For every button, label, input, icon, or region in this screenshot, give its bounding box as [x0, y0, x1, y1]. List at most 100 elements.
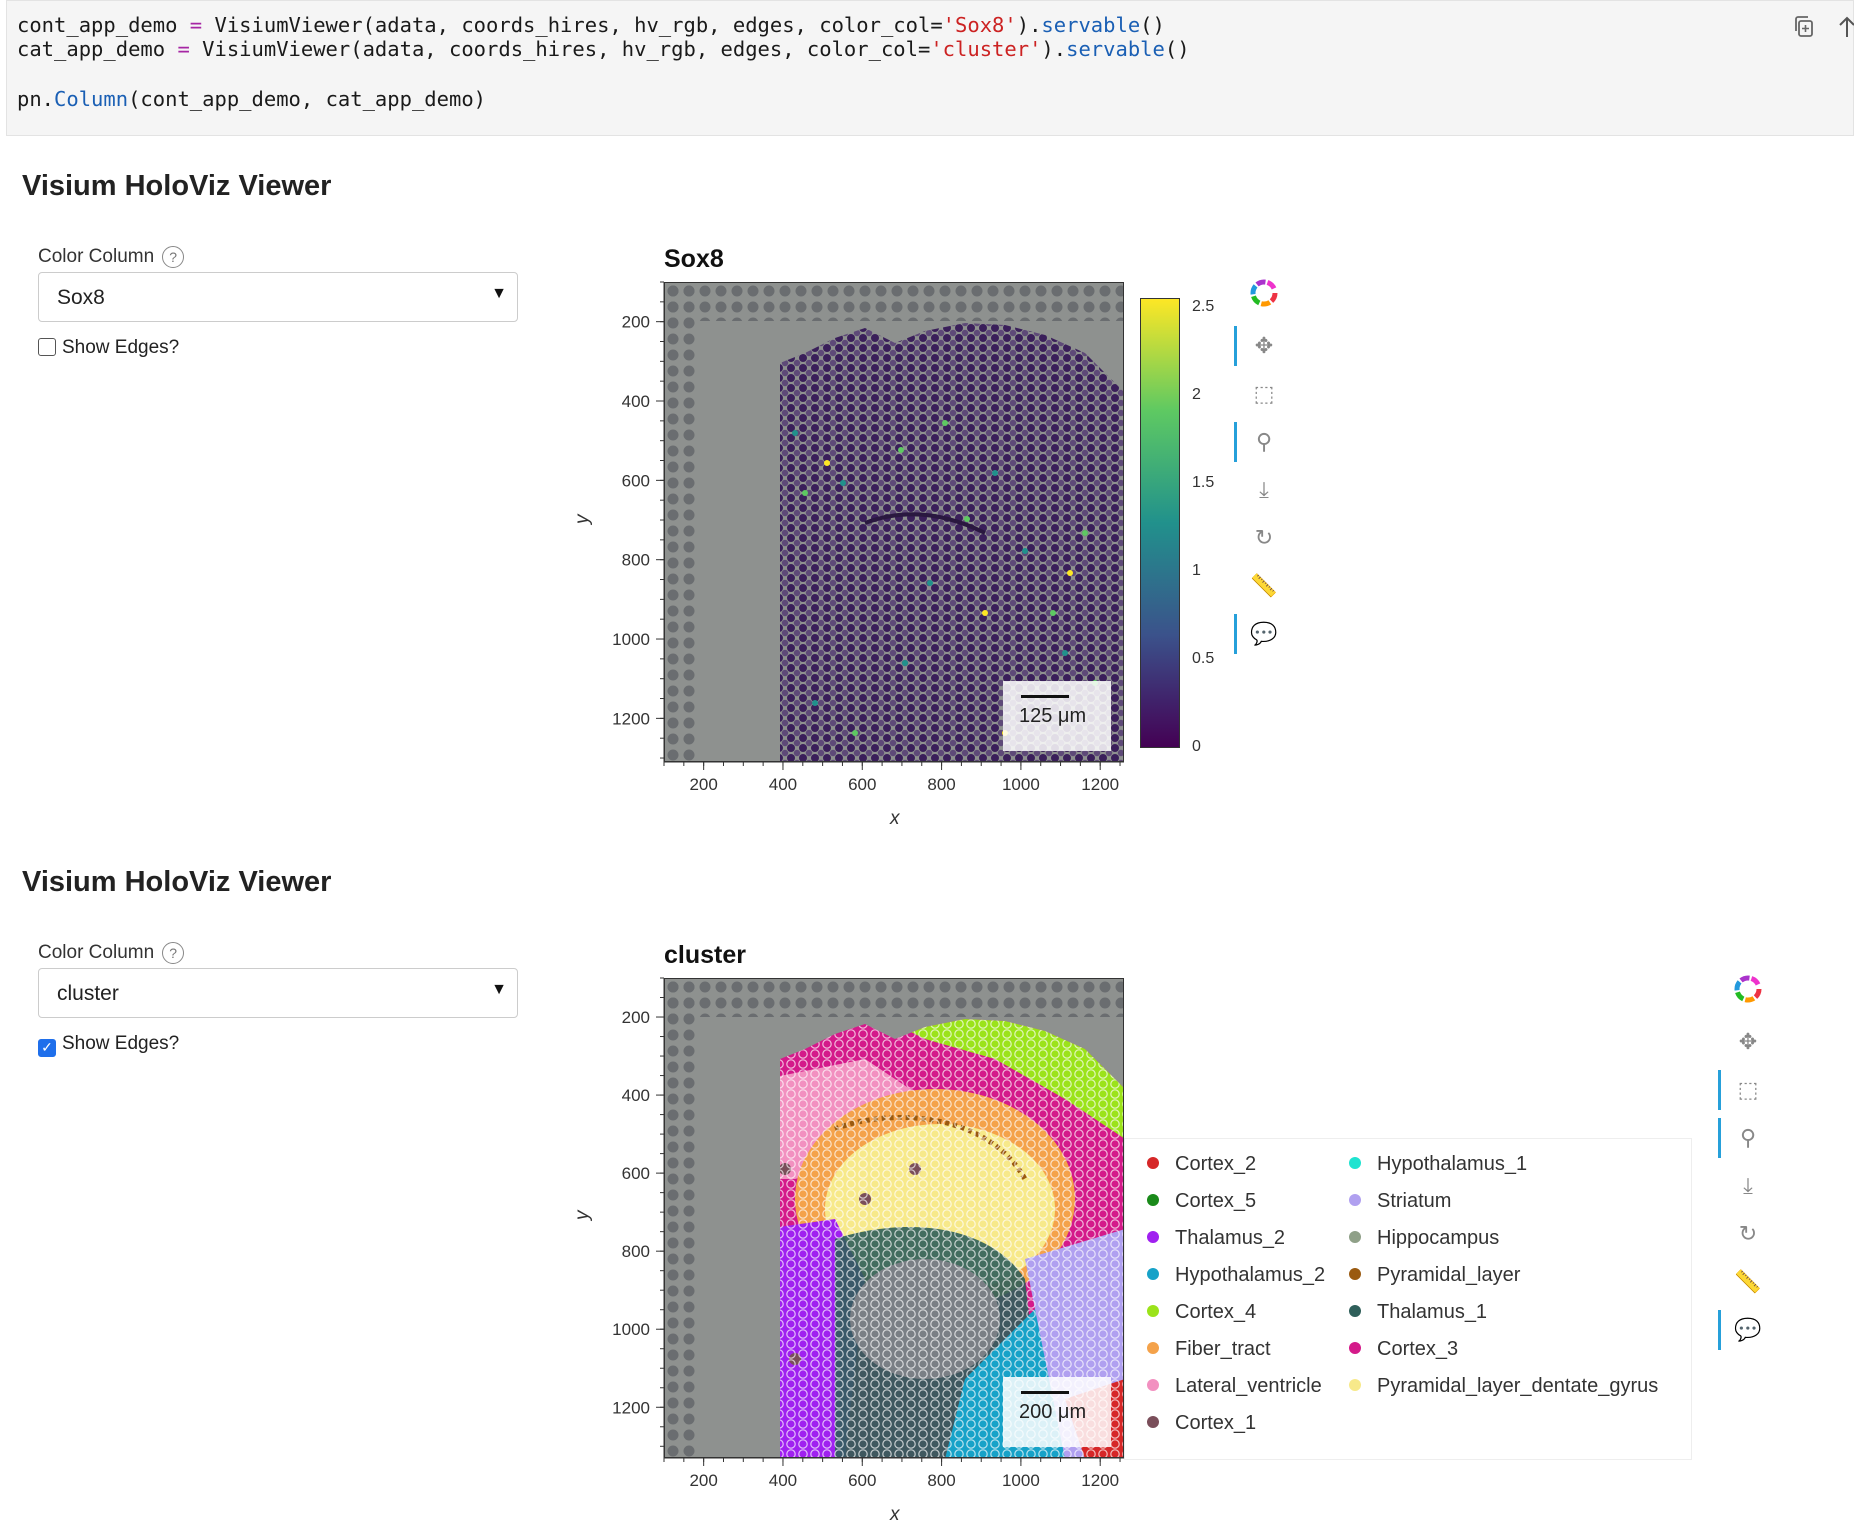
help-icon[interactable]: ?: [162, 942, 185, 964]
x-tick-label: 600: [848, 775, 876, 794]
y-tick-label: 400: [622, 392, 650, 411]
scale-bar-label: 125 μm: [1019, 705, 1087, 727]
legend-swatch: [1147, 1416, 1159, 1428]
legend-swatch: [1147, 1231, 1159, 1243]
reset-icon[interactable]: ↻: [1738, 1221, 1758, 1246]
x-tick-label: 1200: [1081, 775, 1119, 794]
y-axis-label: y: [572, 513, 593, 526]
legend-item[interactable]: Lateral_ventricle: [1147, 1375, 1322, 1398]
color-column-select[interactable]: Sox8 ▼: [38, 272, 518, 322]
code-line-2: cat_app_demo = VisiumViewer(adata, coord…: [17, 37, 1190, 61]
hover-icon[interactable]: 💬: [1718, 1310, 1768, 1350]
ruler-icon[interactable]: 📏: [1734, 1269, 1762, 1294]
legend-label: Cortex_4: [1175, 1301, 1257, 1323]
save-icon[interactable]: ⤓: [1259, 477, 1269, 502]
bokeh-logo-icon[interactable]: [1728, 974, 1768, 1014]
scale-bar-line: [1021, 1391, 1069, 1394]
legend-item[interactable]: Thalamus_1: [1349, 1301, 1487, 1324]
legend-label: Fiber_tract: [1175, 1338, 1271, 1360]
x-tick-label: 400: [769, 775, 797, 794]
legend-item[interactable]: Cortex_4: [1147, 1301, 1256, 1324]
legend-item[interactable]: Striatum: [1349, 1190, 1451, 1213]
save-icon[interactable]: ⤓: [1743, 1173, 1753, 1198]
x-tick-label: 1200: [1081, 1471, 1119, 1490]
x-tick-label: 800: [927, 1471, 955, 1490]
x-axis: 200 400 600 800 1000 1200 x: [663, 1457, 1124, 1525]
show-edges-checkbox[interactable]: ✓ Show Edges?: [38, 1033, 179, 1057]
colorbar-tick: 1.5: [1192, 474, 1215, 491]
plot-title: Sox8: [664, 245, 724, 273]
scale-bar: 125 μm: [1003, 681, 1111, 751]
legend-item[interactable]: Hippocampus: [1349, 1227, 1499, 1250]
box-zoom-icon[interactable]: ⬚: [1718, 1070, 1768, 1110]
copy-icon[interactable]: [1793, 15, 1815, 45]
arrow-up-icon[interactable]: [1837, 15, 1854, 45]
plot-toolbar: ✥ ⬚ ⚲ ⤓ ↻ 📏 💬: [1234, 278, 1284, 668]
legend-label: Cortex_3: [1377, 1338, 1459, 1360]
y-tick-label: 600: [622, 1164, 650, 1183]
scale-bar-label: 200 μm: [1019, 1401, 1087, 1423]
legend-swatch: [1349, 1194, 1361, 1206]
wheel-zoom-icon[interactable]: ⚲: [1718, 1118, 1768, 1158]
colorbar: [1140, 298, 1180, 748]
code-line-1: cont_app_demo = VisiumViewer(adata, coor…: [17, 13, 1165, 37]
color-column-label: Color Column?: [38, 942, 185, 964]
box-zoom-icon[interactable]: ⬚: [1253, 381, 1275, 406]
chevron-down-icon: ▼: [491, 981, 507, 998]
y-tick-label: 400: [622, 1086, 650, 1105]
ruler-icon[interactable]: 📏: [1250, 573, 1278, 598]
legend-swatch: [1147, 1379, 1159, 1391]
plot-toolbar: ✥ ⬚ ⚲ ⤓ ↻ 📏 💬: [1718, 974, 1768, 1364]
help-icon[interactable]: ?: [162, 246, 185, 268]
legend-label: Lateral_ventricle: [1175, 1375, 1322, 1397]
y-tick-label: 800: [622, 551, 650, 570]
legend-swatch: [1349, 1268, 1361, 1280]
legend-label: Cortex_5: [1175, 1190, 1257, 1212]
spatial-plot-sox8[interactable]: 125 μm: [664, 282, 1124, 762]
x-axis-label: x: [889, 808, 901, 829]
legend-item[interactable]: Hypothalamus_2: [1147, 1264, 1325, 1287]
legend-item[interactable]: Hypothalamus_1: [1349, 1153, 1527, 1176]
color-column-select[interactable]: cluster ▼: [38, 968, 518, 1018]
colorbar-ticks: 2.5 2 1.5 1 0.5 0: [1192, 298, 1232, 755]
legend-item[interactable]: Cortex_2: [1147, 1153, 1256, 1176]
legend-label: Pyramidal_layer: [1377, 1264, 1521, 1286]
hover-icon[interactable]: 💬: [1234, 614, 1284, 654]
legend-label: Pyramidal_layer_dentate_gyrus: [1377, 1375, 1659, 1397]
legend-label: Striatum: [1377, 1190, 1452, 1212]
reset-icon[interactable]: ↻: [1254, 525, 1274, 550]
pan-icon[interactable]: ✥: [1234, 326, 1284, 366]
y-tick-label: 1000: [612, 1320, 650, 1339]
select-value: cluster: [57, 982, 119, 1005]
plot-title: cluster: [664, 941, 746, 969]
legend-swatch: [1349, 1379, 1361, 1391]
legend-item[interactable]: Fiber_tract: [1147, 1338, 1271, 1361]
legend-swatch: [1147, 1342, 1159, 1354]
axes-cluster: 200 400 600 800 1000 1200 y 200 400 600 800 1000 1…: [572, 977, 1124, 1525]
y-tick-label: 1200: [612, 709, 650, 728]
show-edges-label: Show Edges?: [62, 1033, 180, 1054]
legend-item[interactable]: Cortex_5: [1147, 1190, 1256, 1213]
bokeh-logo-icon[interactable]: [1244, 278, 1284, 318]
wheel-zoom-icon[interactable]: ⚲: [1234, 422, 1284, 462]
colorbar-tick: 0.5: [1192, 650, 1215, 667]
checkbox-box[interactable]: [38, 338, 56, 356]
legend-swatch: [1349, 1231, 1361, 1243]
pan-icon[interactable]: ✥: [1738, 1029, 1758, 1054]
legend-swatch: [1349, 1305, 1361, 1317]
legend-label: Cortex_1: [1175, 1412, 1257, 1434]
legend-item[interactable]: Thalamus_2: [1147, 1227, 1285, 1250]
app-title: Visium HoloViz Viewer: [22, 866, 332, 898]
legend-item[interactable]: Pyramidal_layer_dentate_gyrus: [1349, 1375, 1658, 1398]
x-tick-label: 200: [689, 1471, 717, 1490]
chevron-down-icon: ▼: [491, 285, 507, 302]
show-edges-checkbox[interactable]: Show Edges?: [38, 337, 179, 359]
legend-item[interactable]: Cortex_3: [1349, 1338, 1458, 1361]
cluster-legend: Cortex_2 Cortex_5 Thalamus_2 Hypothalamus_2…: [1124, 1138, 1692, 1460]
spatial-plot-cluster[interactable]: 200 μm: [664, 978, 1124, 1458]
colorbar-tick: 1: [1192, 562, 1201, 579]
code-cell[interactable]: cont_app_demo = VisiumViewer(adata, coor…: [6, 0, 1854, 136]
legend-item[interactable]: Cortex_1: [1147, 1412, 1256, 1435]
checkbox-box[interactable]: ✓: [38, 1039, 56, 1057]
legend-item[interactable]: Pyramidal_layer: [1349, 1264, 1520, 1287]
